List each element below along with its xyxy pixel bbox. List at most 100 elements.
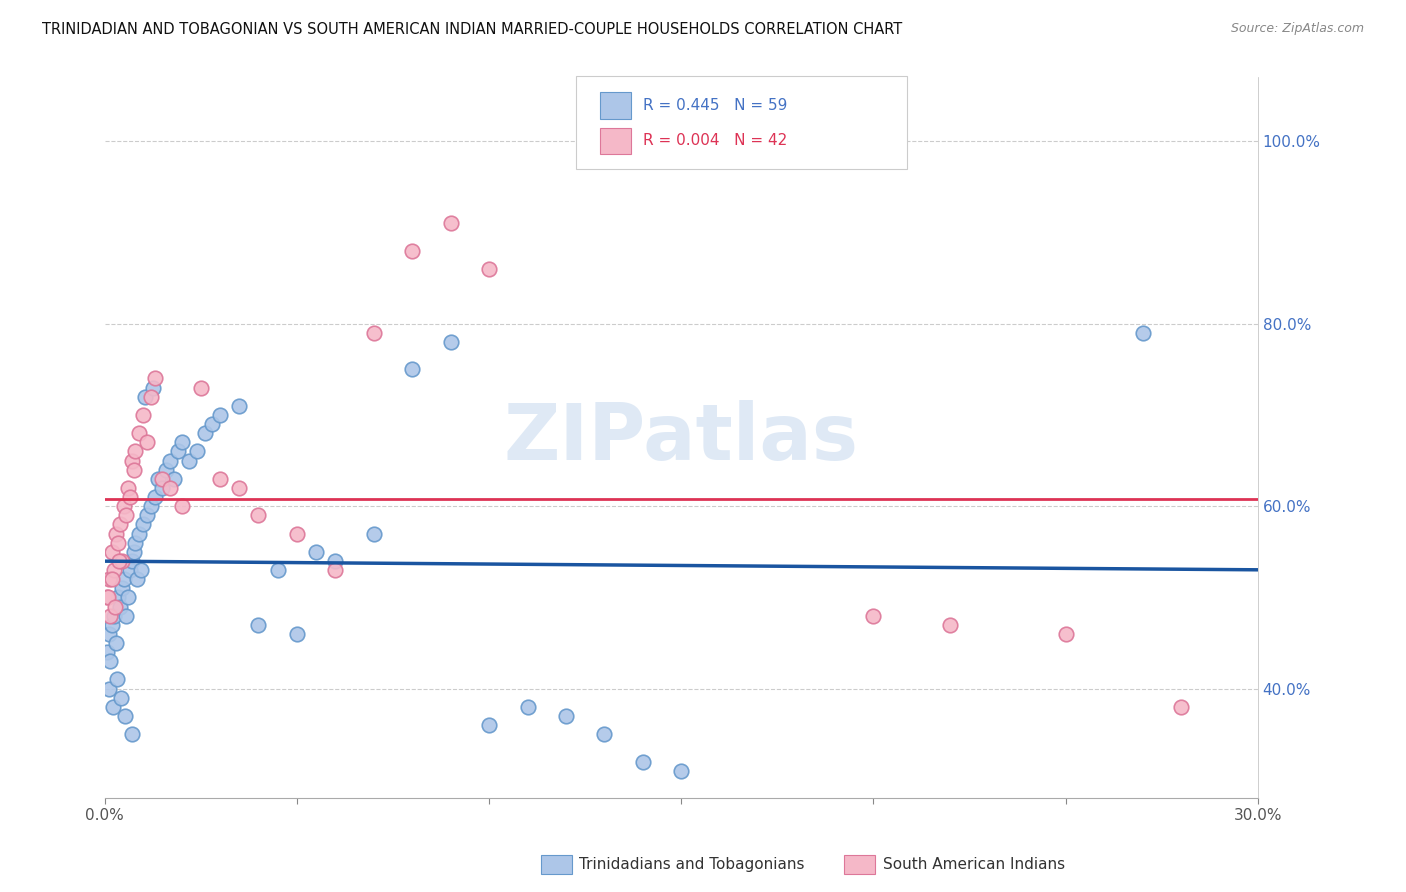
Point [136,435,159,450]
Point [440,334,463,349]
Point [671,764,693,778]
Point [98,681,121,696]
Point [105,673,128,687]
Point [139,499,162,513]
Point [107,591,129,605]
Point [103,608,125,623]
Point [1170,699,1192,714]
Point [401,362,423,376]
Text: Trinidadians and Tobagonians: Trinidadians and Tobagonians [579,857,804,871]
Point [101,617,124,632]
Point [208,408,231,422]
Point [285,526,308,541]
Point [285,627,308,641]
Point [139,390,162,404]
Point [440,216,463,230]
Point [97,591,120,605]
Point [101,699,124,714]
Point [128,526,150,541]
Point [150,472,173,486]
Point [108,554,131,568]
Point [166,444,188,458]
Point [1054,627,1077,641]
Point [111,581,134,595]
Point [266,563,288,577]
Point [118,563,141,577]
Point [96,645,118,659]
Point [121,453,143,467]
Point [401,244,423,258]
Point [323,563,346,577]
Point [107,535,129,549]
Point [939,617,962,632]
Point [121,727,143,741]
Point [97,627,120,641]
Text: ZIPatlas: ZIPatlas [503,400,859,475]
Point [228,399,250,413]
Point [170,435,193,450]
Point [150,481,173,495]
Point [208,472,231,486]
Point [110,690,132,705]
Point [1132,326,1154,340]
Text: South American Indians: South American Indians [883,857,1066,871]
Point [114,608,136,623]
Point [132,408,155,422]
Point [201,417,224,431]
Point [516,699,538,714]
Point [129,563,152,577]
Point [170,499,193,513]
Point [127,572,149,586]
Point [101,545,124,559]
Point [478,262,501,277]
Point [862,608,884,623]
Point [100,654,122,668]
Point [190,381,212,395]
Point [631,755,654,769]
Point [305,545,328,559]
Point [143,490,166,504]
Point [143,371,166,385]
Point [159,481,181,495]
Point [142,381,165,395]
Text: R = 0.445   N = 59: R = 0.445 N = 59 [643,98,787,112]
Point [194,426,217,441]
Point [105,636,128,650]
Point [111,554,134,568]
Point [163,472,186,486]
Point [104,599,127,614]
Point [363,526,385,541]
Point [117,481,139,495]
Point [100,608,122,623]
Text: TRINIDADIAN AND TOBAGONIAN VS SOUTH AMERICAN INDIAN MARRIED-COUPLE HOUSEHOLDS CO: TRINIDADIAN AND TOBAGONIAN VS SOUTH AMER… [42,22,903,37]
Point [118,490,141,504]
Text: Source: ZipAtlas.com: Source: ZipAtlas.com [1230,22,1364,36]
Point [122,545,145,559]
Point [478,718,501,732]
Point [363,326,385,340]
Point [96,591,118,605]
Point [128,426,150,441]
Point [555,709,578,723]
Text: R = 0.004   N = 42: R = 0.004 N = 42 [643,134,787,148]
Point [159,453,181,467]
Point [247,617,270,632]
Point [121,554,143,568]
Point [247,508,270,523]
Point [132,517,155,532]
Point [112,499,135,513]
Point [108,599,131,614]
Point [593,727,616,741]
Point [228,481,250,495]
Point [124,535,146,549]
Point [112,572,135,586]
Point [117,591,139,605]
Point [114,508,136,523]
Point [148,472,170,486]
Point [108,517,131,532]
Point [124,444,146,458]
Point [100,572,122,586]
Point [103,563,125,577]
Point [134,390,156,404]
Point [179,453,201,467]
